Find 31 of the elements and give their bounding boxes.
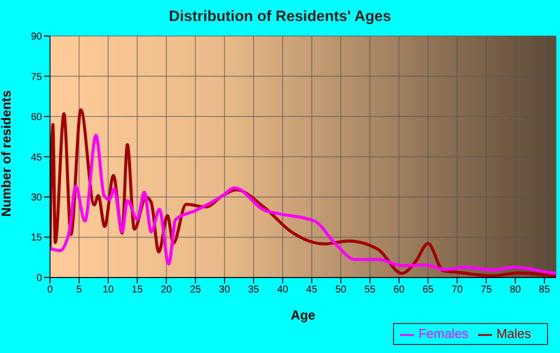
y-tick-label: 90 xyxy=(30,32,42,43)
y-axis-title: Number of residents xyxy=(0,90,14,217)
x-tick-label: 50 xyxy=(335,284,347,296)
x-axis-title: Age xyxy=(290,307,316,322)
y-tick-label: 75 xyxy=(30,72,42,83)
x-tick-label: 80 xyxy=(510,284,522,296)
y-tick-label: 60 xyxy=(30,112,42,124)
legend-label: Females xyxy=(418,326,468,342)
line-series xyxy=(50,134,556,275)
x-tick-label: 55 xyxy=(364,284,376,296)
x-tick-label: 30 xyxy=(218,284,230,296)
x-tick-label: 45 xyxy=(306,284,318,296)
chart-title: Distribution of Residents' Ages xyxy=(168,8,392,25)
x-tick-label: 85 xyxy=(538,284,550,296)
x-tick-label: 5 xyxy=(76,284,82,296)
x-tick-label: 20 xyxy=(160,284,172,296)
x-tick-label: 60 xyxy=(393,284,405,296)
x-tick-label: 10 xyxy=(102,284,114,296)
y-tick-label: 30 xyxy=(30,192,42,204)
y-tick-label: 15 xyxy=(30,232,42,244)
x-tick-label: 0 xyxy=(47,284,54,296)
y-tick-label: 0 xyxy=(36,272,42,284)
x-tick-label: 35 xyxy=(248,284,260,296)
x-tick-label: 15 xyxy=(132,284,144,296)
x-tick-label: 75 xyxy=(480,284,492,296)
y-tick-label: 45 xyxy=(30,152,42,164)
x-tick-label: 40 xyxy=(277,284,289,296)
legend-label: Males xyxy=(496,326,531,342)
x-tick-label: 65 xyxy=(422,284,434,296)
x-tick-label: 70 xyxy=(452,284,464,296)
x-tick-label: 25 xyxy=(190,284,202,296)
